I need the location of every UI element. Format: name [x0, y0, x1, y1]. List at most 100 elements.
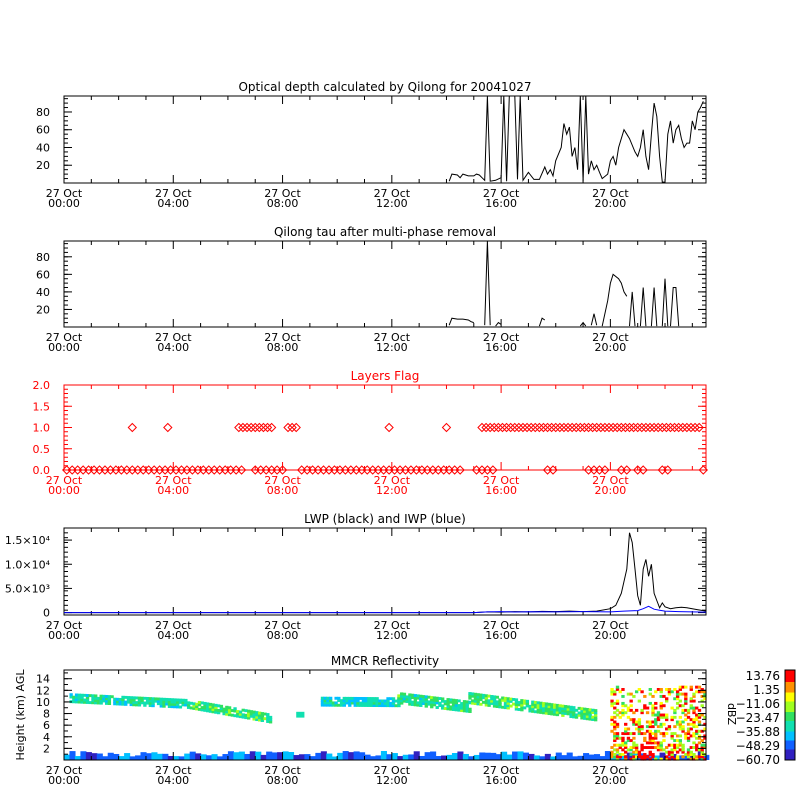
reflectivity-cell [151, 699, 155, 703]
reflectivity-cell [339, 701, 344, 705]
reflectivity-cell [419, 694, 423, 698]
x-tick-label-date: 27 Oct [483, 331, 520, 344]
reflectivity-cell [686, 722, 691, 726]
reflectivity-cell [624, 746, 628, 749]
reflectivity-cell [309, 756, 316, 760]
reflectivity-cell [695, 713, 699, 717]
reflectivity-cell [107, 697, 112, 701]
reflectivity-cell [580, 711, 584, 715]
reflectivity-cell [410, 696, 415, 699]
reflectivity-cell [675, 694, 680, 698]
reflectivity-cell [451, 698, 456, 702]
reflectivity-cell [140, 696, 144, 700]
reflectivity-cell [427, 700, 431, 704]
reflectivity-cell [643, 694, 647, 698]
reflectivity-cell [615, 750, 620, 754]
reflectivity-cell [613, 690, 617, 694]
reflectivity-cell [247, 712, 251, 715]
x-tick-label-time: 20:00 [595, 484, 627, 497]
layer-flag-point [559, 422, 569, 433]
reflectivity-cell [659, 713, 663, 717]
reflectivity-cell [670, 748, 674, 752]
series-line-3-1 [64, 605, 707, 614]
reflectivity-cell [64, 754, 71, 760]
reflectivity-cell [255, 713, 259, 717]
reflectivity-cell [247, 716, 251, 720]
reflectivity-cell [517, 708, 521, 711]
reflectivity-cell [632, 757, 636, 761]
reflectivity-cell [74, 700, 79, 704]
reflectivity-cell [162, 700, 166, 704]
reflectivity-cell [181, 698, 185, 702]
reflectivity-cell [451, 703, 456, 707]
reflectivity-cell [424, 702, 428, 706]
reflectivity-cell [331, 756, 338, 760]
colorbar-tick-label: −48.29 [736, 739, 780, 753]
reflectivity-cell [634, 746, 639, 749]
reflectivity-cell [113, 700, 117, 703]
reflectivity-cell [621, 701, 625, 705]
x-tick-label-date: 27 Oct [46, 474, 83, 487]
reflectivity-cell [659, 746, 663, 749]
reflectivity-cell [659, 704, 663, 708]
reflectivity-cell [80, 693, 84, 697]
layer-flag-point [616, 422, 627, 433]
x-tick-label-date: 27 Oct [155, 619, 192, 632]
reflectivity-cell [525, 704, 530, 708]
reflectivity-cell [151, 697, 155, 701]
reflectivity-cell [678, 722, 683, 726]
reflectivity-cell [621, 741, 625, 745]
reflectivity-cell [176, 700, 180, 704]
colorbar-tick-label: −35.88 [736, 725, 780, 739]
reflectivity-cell [481, 696, 486, 700]
reflectivity-cell [593, 716, 598, 720]
x-tick-label-date: 27 Oct [155, 187, 192, 200]
reflectivity-cell [637, 720, 642, 724]
reflectivity-cell [670, 736, 674, 740]
reflectivity-cell [481, 693, 486, 697]
reflectivity-cell [449, 707, 453, 711]
reflectivity-cell [615, 701, 620, 705]
reflectivity-cell [72, 695, 76, 699]
reflectivity-cell [356, 696, 360, 700]
reflectivity-cell [154, 697, 158, 701]
reflectivity-cell [266, 751, 273, 760]
reflectivity-cell [214, 703, 218, 707]
layer-flag-point [526, 422, 536, 433]
reflectivity-cell [405, 697, 409, 701]
reflectivity-cell [462, 700, 467, 704]
reflectivity-cell [208, 705, 213, 709]
layer-flag-point [600, 465, 610, 475]
x-tick-label-time: 08:00 [267, 197, 299, 210]
reflectivity-cell [206, 709, 210, 713]
reflectivity-cell [492, 697, 497, 701]
layer-flag-point [384, 422, 394, 433]
reflectivity-cell [132, 696, 136, 700]
reflectivity-cell [697, 708, 702, 712]
reflectivity-cell [479, 752, 486, 760]
reflectivity-cell [675, 722, 680, 726]
reflectivity-cell [695, 715, 699, 719]
reflectivity-cell [659, 725, 663, 729]
reflectivity-cell [263, 712, 267, 716]
y-tick-label-4: 2 [43, 742, 50, 755]
reflectivity-cell [613, 715, 617, 719]
reflectivity-cell [495, 705, 499, 708]
reflectivity-cell [654, 706, 658, 710]
reflectivity-cell [610, 722, 614, 726]
reflectivity-cell [334, 701, 338, 705]
reflectivity-cell [577, 713, 581, 717]
reflectivity-cell [569, 712, 573, 716]
layer-flag-point [250, 422, 260, 433]
reflectivity-cell [186, 701, 191, 705]
reflectivity-cell [675, 739, 680, 743]
reflectivity-cell [506, 754, 513, 760]
reflectivity-cell [236, 712, 240, 716]
reflectivity-cell [610, 688, 614, 691]
reflectivity-cell [703, 757, 707, 761]
reflectivity-cell [585, 712, 590, 716]
colorbar-cell [785, 700, 795, 702]
x-tick-label-time: 20:00 [595, 774, 627, 787]
reflectivity-cell [640, 757, 644, 761]
reflectivity-cell [143, 696, 147, 700]
